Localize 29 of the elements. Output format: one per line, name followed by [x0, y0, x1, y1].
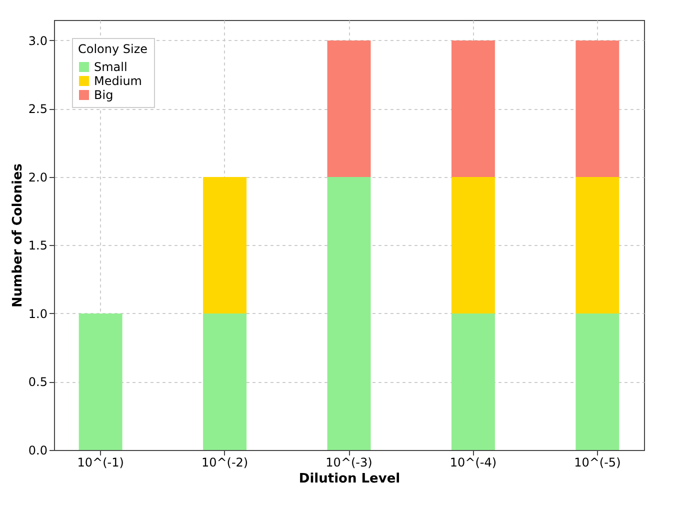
bar: [451, 313, 495, 450]
bar: [576, 40, 620, 177]
bar: [451, 176, 495, 314]
bar: [451, 40, 495, 177]
bar: [203, 313, 247, 450]
legend-title: Colony Size: [78, 42, 148, 56]
bar: [327, 176, 371, 450]
y-axis-title: Number of Colonies: [10, 163, 26, 308]
y-tick-label: 2.0: [28, 170, 48, 184]
bar: [576, 176, 620, 314]
x-tick-label: 10^(-2): [201, 456, 248, 470]
y-tick-label: 0.0: [28, 444, 48, 458]
y-tick-label: 1.5: [28, 238, 48, 253]
x-tick-label: 10^(-4): [450, 456, 497, 470]
y-tick-label: 1.0: [28, 306, 48, 321]
x-tick-label: 10^(-1): [77, 456, 124, 470]
y-tick-label: 2.5: [28, 102, 48, 116]
legend-label: Medium: [94, 74, 142, 88]
legend-label: Big: [94, 88, 114, 102]
x-tick-label: 10^(-3): [326, 456, 372, 470]
legend-label: Small: [94, 60, 128, 74]
bar: [203, 176, 247, 314]
x-tick-label: 10^(-5): [574, 456, 621, 470]
bar: [576, 313, 620, 450]
x-axis-title: Dilution Level: [298, 472, 400, 486]
bar: [78, 313, 122, 450]
bar: [327, 40, 371, 177]
y-tick-label: 3.0: [28, 34, 48, 48]
y-tick-label: 0.5: [28, 375, 48, 390]
